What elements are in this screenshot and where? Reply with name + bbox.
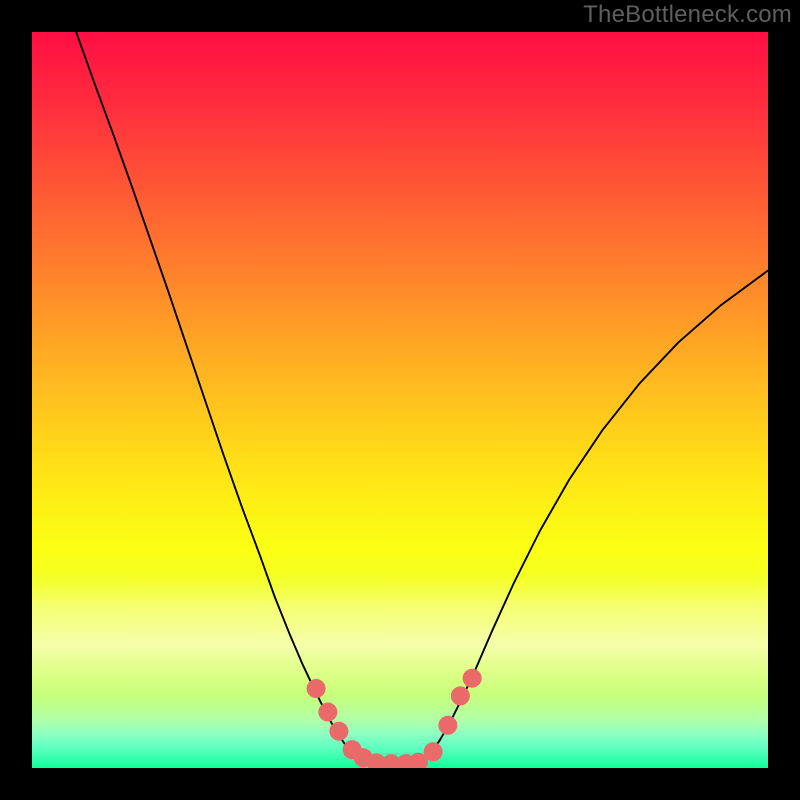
plot-area [32,32,768,768]
chart-frame: TheBottleneck.com [0,0,800,800]
optimal-dot [307,680,325,698]
optimal-dot [319,703,337,721]
pale-band [32,569,768,694]
optimal-dot [451,687,469,705]
optimal-dot [439,716,457,734]
optimal-dot [424,743,442,761]
watermark-text: TheBottleneck.com [583,1,792,29]
bottleneck-curve-chart [32,32,768,768]
optimal-dot [330,722,348,740]
optimal-dot [463,669,481,687]
